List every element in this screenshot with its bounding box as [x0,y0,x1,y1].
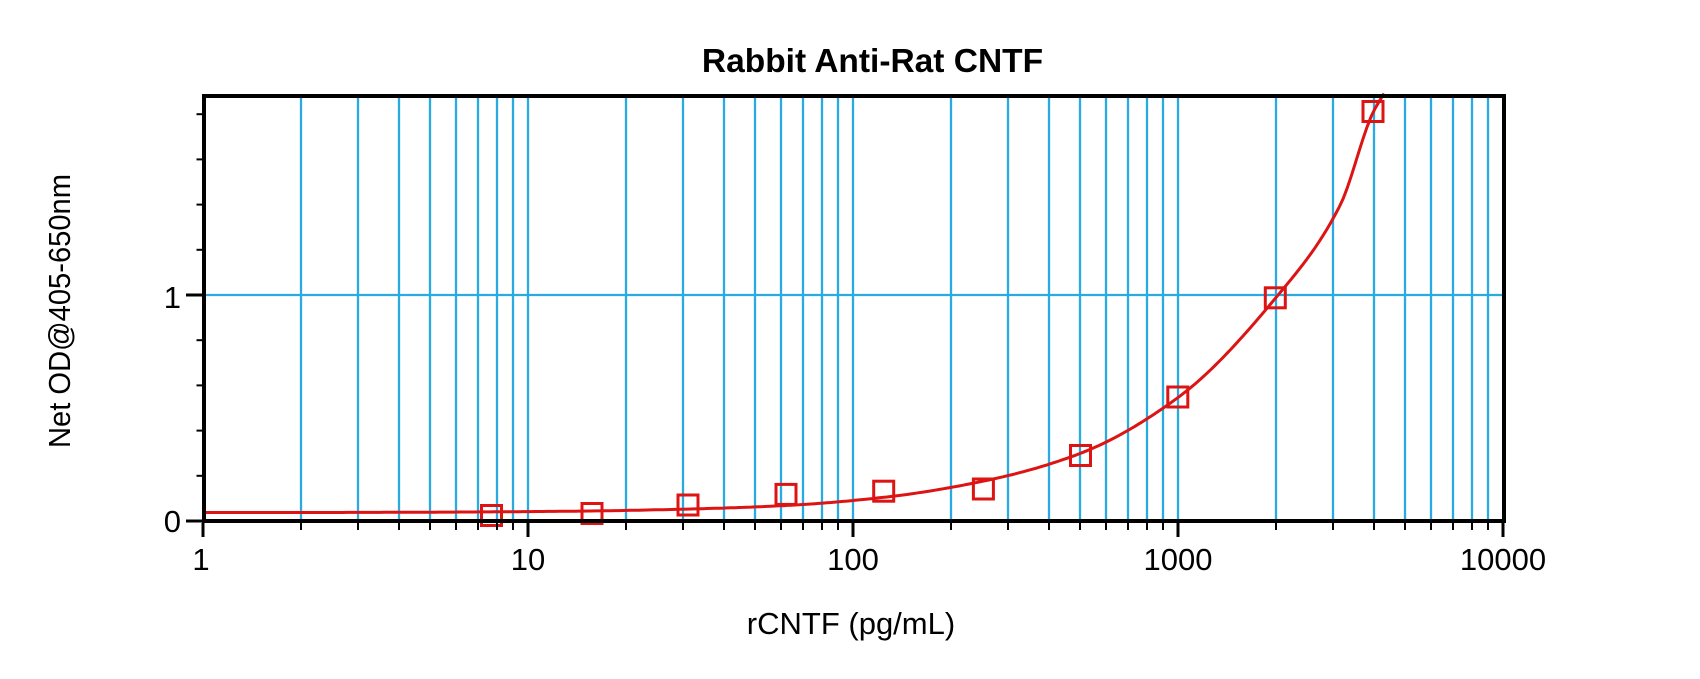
svg-text:rCNTF (pg/mL): rCNTF (pg/mL) [747,606,955,641]
svg-text:1: 1 [164,280,181,315]
svg-text:1: 1 [192,542,209,577]
svg-text:Rabbit Anti-Rat CNTF: Rabbit Anti-Rat CNTF [702,43,1043,80]
svg-text:10: 10 [511,542,545,577]
svg-text:0: 0 [164,504,181,539]
svg-text:100: 100 [827,542,879,577]
svg-text:10000: 10000 [1460,542,1546,577]
svg-text:1000: 1000 [1144,542,1213,577]
svg-text:Net OD@405-650nm: Net OD@405-650nm [42,174,77,448]
